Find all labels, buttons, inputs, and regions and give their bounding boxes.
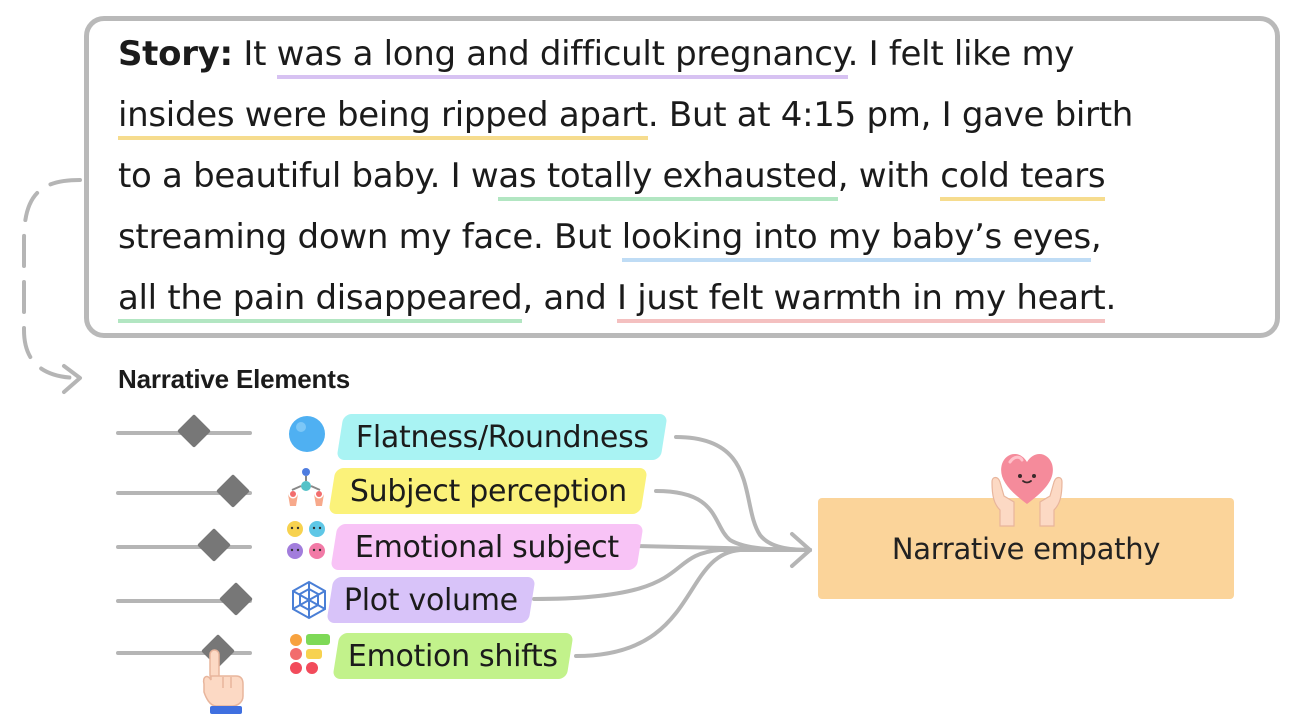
- tag-label: Emotional subject: [355, 529, 619, 565]
- flow-line-5: [574, 548, 812, 658]
- story-label: Story:: [118, 34, 233, 74]
- narrative-empathy-label: Narrative empathy: [891, 531, 1161, 566]
- story-line: all the pain disappeared, and I just fel…: [118, 268, 1248, 329]
- perception-icon: [288, 468, 324, 506]
- story-segment: streaming down my face. But: [118, 217, 622, 257]
- story-highlight: was a long and difficult pregnancy: [276, 34, 848, 79]
- story-line: insides were being ripped apart. But at …: [118, 85, 1248, 146]
- story-segment: , with: [837, 156, 941, 196]
- story-segment: , and: [522, 278, 617, 318]
- story-segment: ,: [1090, 217, 1102, 257]
- slider-emotional-subject[interactable]: [116, 526, 252, 566]
- slider-emotion-shifts[interactable]: [116, 632, 252, 672]
- tag-flatness-roundness[interactable]: Flatness/Roundness: [336, 414, 668, 460]
- slider-thumb[interactable]: [218, 582, 253, 616]
- flow-line-1: [674, 435, 812, 552]
- dashed-connector: [22, 178, 82, 380]
- story-segment: . I felt like my: [847, 34, 1075, 74]
- story-segment: It: [232, 34, 277, 74]
- tag-emotional-subject[interactable]: Emotional subject: [330, 524, 644, 570]
- section-title: Narrative Elements: [118, 364, 350, 394]
- circle-icon: [289, 416, 325, 452]
- slider-thumb[interactable]: [176, 414, 211, 448]
- emotion-shift-icon: [290, 634, 330, 674]
- story-highlight: insides were being ripped apart: [118, 95, 648, 140]
- tag-subject-perception[interactable]: Subject perception: [328, 468, 648, 514]
- slider-subject-perception[interactable]: [116, 472, 252, 512]
- story-highlight: cold tears: [940, 156, 1106, 201]
- tag-plot-volume[interactable]: Plot volume: [326, 577, 536, 623]
- tag-label: Flatness/Roundness: [355, 419, 649, 455]
- tag-emotion-shifts[interactable]: Emotion shifts: [332, 633, 574, 679]
- slider-thumb[interactable]: [215, 474, 250, 508]
- slider-track: [116, 599, 252, 603]
- tag-label: Plot volume: [344, 582, 518, 618]
- narrative-empathy-box: Narrative empathy: [818, 498, 1234, 599]
- slider-track: [116, 491, 252, 495]
- slider-track: [116, 545, 252, 549]
- arrow-head-icon: [790, 532, 812, 568]
- heart-hands-icon: [991, 453, 1063, 527]
- story-highlight: looking into my baby’s eyes: [621, 217, 1091, 262]
- story-segment: . But at 4:15 pm, I gave birth: [647, 95, 1133, 135]
- slider-track: [116, 651, 252, 655]
- tag-label: Subject perception: [349, 473, 627, 509]
- story-line: streaming down my face. But looking into…: [118, 207, 1248, 268]
- story-highlight: all the pain disappeared: [118, 278, 523, 323]
- story-box: [84, 16, 1280, 338]
- story-line: Story: It was a long and difficult pregn…: [118, 24, 1248, 85]
- tag-label: Emotion shifts: [348, 638, 558, 674]
- story-text: Story: It was a long and difficult pregn…: [118, 24, 1248, 329]
- story-line: to a beautiful baby. I was totally exhau…: [118, 146, 1248, 207]
- story-segment: to a beautiful baby. I w: [118, 156, 499, 196]
- arrow-head-icon: [62, 364, 82, 394]
- story-segment: .: [1105, 278, 1116, 318]
- slider-thumb[interactable]: [196, 528, 231, 562]
- web-cube-icon: [292, 580, 326, 620]
- emoji-faces-icon: [287, 521, 325, 559]
- slider-plot-volume[interactable]: [116, 580, 253, 620]
- story-highlight: as totally exhausted: [498, 156, 838, 201]
- story-highlight: I just felt warmth in my heart: [616, 278, 1106, 323]
- flow-line-4: [532, 548, 812, 601]
- pointing-hand-icon: [202, 649, 244, 714]
- slider-flatness[interactable]: [116, 412, 252, 452]
- flow-line-2: [654, 489, 812, 552]
